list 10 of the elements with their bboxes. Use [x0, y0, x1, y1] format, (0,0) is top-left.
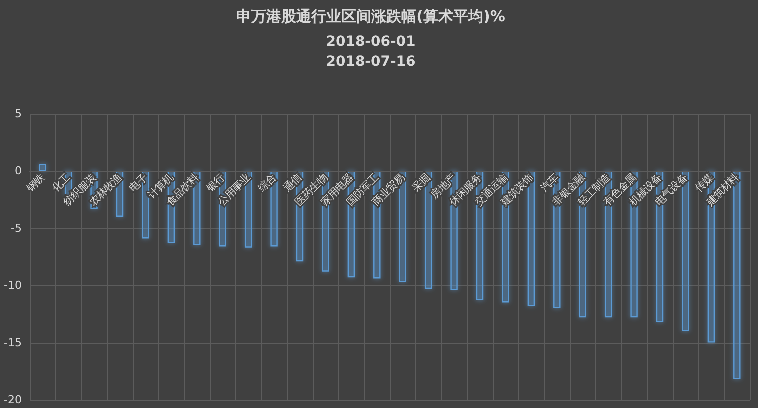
y-tick-label: 5	[15, 108, 22, 120]
y-tick-label: -10	[4, 279, 22, 292]
chart-subtitle: 2018-06-01 2018-07-16	[326, 34, 416, 70]
y-tick-label: -5	[11, 222, 22, 235]
y-tick-label: -20	[4, 394, 22, 406]
y-tick-label: 0	[15, 164, 22, 178]
chart-title: 申万港股通行业区间涨跌幅(算术平均)%	[236, 8, 506, 26]
x-tick-label: 钢铁	[24, 172, 48, 196]
y-tick-label: -15	[4, 336, 22, 350]
x-tick-label: 综合	[256, 172, 279, 195]
